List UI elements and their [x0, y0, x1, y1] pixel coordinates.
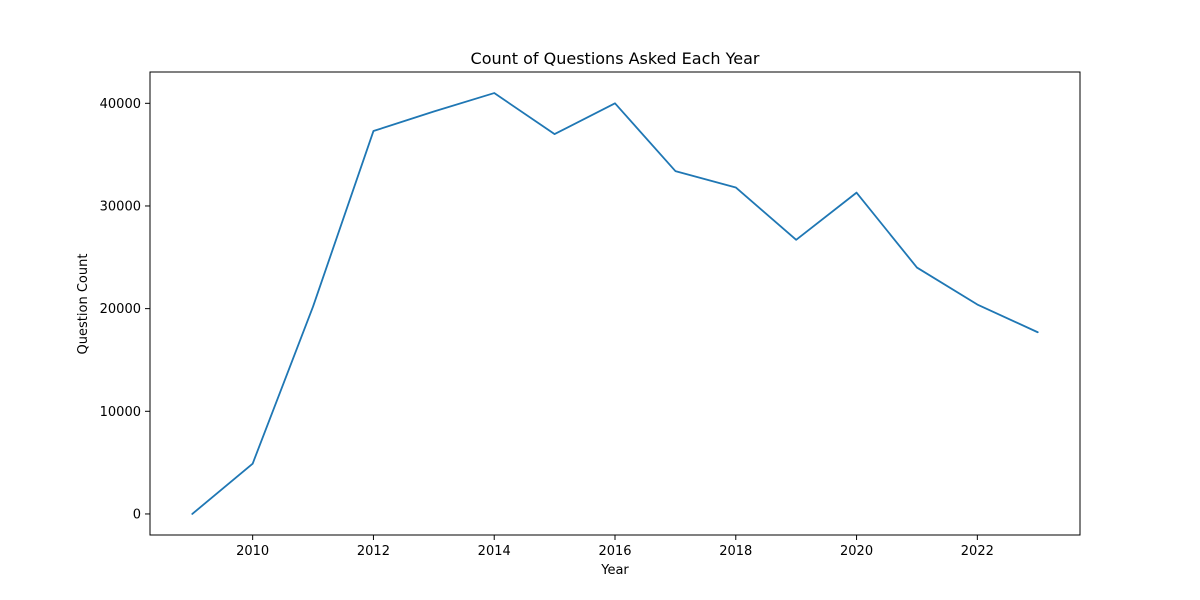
y-axis-label: Question Count — [76, 254, 91, 355]
series-layer — [191, 92, 1039, 515]
y-tick-label: 20000 — [100, 302, 141, 317]
x-tick-label: 2020 — [840, 544, 873, 559]
x-axis-label: Year — [600, 563, 629, 578]
series-line-0 — [191, 92, 1039, 515]
chart-title: Count of Questions Asked Each Year — [471, 49, 760, 68]
x-tick-label: 2012 — [357, 544, 390, 559]
y-tick-label: 10000 — [100, 405, 141, 420]
x-tick-label: 2016 — [598, 544, 631, 559]
y-axis-ticks: 0 10000 20000 30000 40000 — [100, 97, 150, 522]
y-tick-label: 40000 — [100, 97, 141, 112]
x-tick-label: 2014 — [478, 544, 511, 559]
x-tick-label: 2010 — [236, 544, 269, 559]
plot-area-frame — [149, 71, 1081, 536]
x-axis-ticks: 2010 2012 2014 2016 2018 2020 2022 — [236, 535, 994, 559]
y-tick-label: 0 — [133, 507, 141, 522]
y-tick-label: 30000 — [100, 199, 141, 214]
x-tick-label: 2018 — [719, 544, 752, 559]
x-tick-label: 2022 — [961, 544, 994, 559]
